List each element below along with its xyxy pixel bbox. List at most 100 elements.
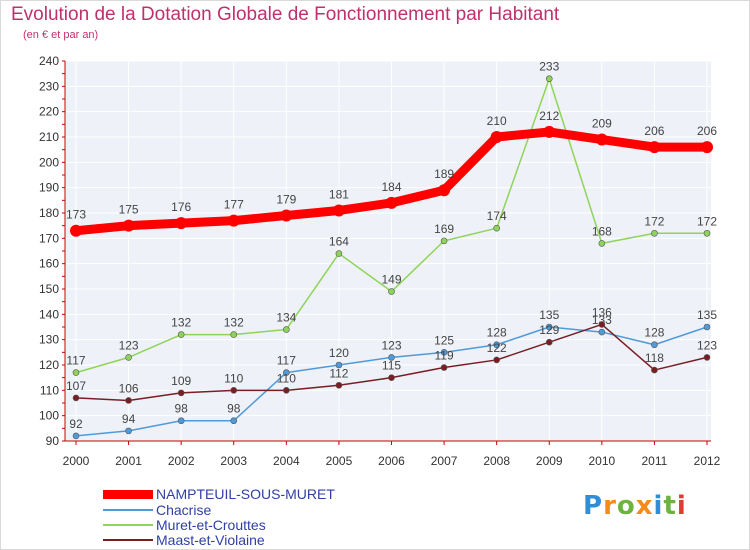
y-tick-label: 190 xyxy=(39,181,59,195)
x-tick-label: 2006 xyxy=(378,454,405,468)
y-tick-label: 160 xyxy=(39,257,59,271)
x-tick-label: 2003 xyxy=(220,454,247,468)
y-tick-label: 200 xyxy=(39,155,59,169)
data-label: 136 xyxy=(592,305,612,319)
x-tick-label: 2005 xyxy=(326,454,353,468)
x-tick-label: 2007 xyxy=(431,454,458,468)
legend-label: NAMPTEUIL-SOUS-MURET xyxy=(156,486,335,502)
legend-label: Chacrise xyxy=(156,502,212,518)
x-tick-label: 2002 xyxy=(168,454,195,468)
data-point xyxy=(651,229,658,237)
data-point xyxy=(545,323,553,331)
data-point xyxy=(177,331,185,338)
data-point xyxy=(385,196,398,209)
y-tick-label: 230 xyxy=(39,79,59,93)
data-point xyxy=(230,387,238,394)
data-point xyxy=(175,217,188,230)
data-label: 112 xyxy=(329,366,348,380)
data-label: 206 xyxy=(644,124,664,138)
data-point xyxy=(440,364,448,371)
data-point xyxy=(122,219,135,232)
logo-letter: o xyxy=(616,491,636,521)
y-tick-label: 120 xyxy=(39,358,59,372)
data-label: 117 xyxy=(277,354,296,368)
data-label: 128 xyxy=(487,326,507,340)
data-label: 177 xyxy=(224,198,244,212)
data-label: 212 xyxy=(539,109,559,123)
data-point xyxy=(125,427,132,435)
chart-subtitle: (en € et par an) xyxy=(23,29,99,41)
data-label: 128 xyxy=(644,326,664,340)
y-tick-label: 140 xyxy=(39,307,59,321)
data-label: 210 xyxy=(487,114,507,128)
data-point xyxy=(125,397,132,404)
data-label: 110 xyxy=(277,371,296,385)
y-tick-label: 170 xyxy=(39,231,59,245)
y-tick-label: 130 xyxy=(39,333,59,347)
data-point xyxy=(545,338,553,346)
data-label: 123 xyxy=(697,338,717,352)
data-label: 133 xyxy=(592,313,612,327)
data-label: 189 xyxy=(434,167,454,181)
data-point xyxy=(493,356,500,364)
data-label: 169 xyxy=(434,222,454,236)
logo-letter: i xyxy=(676,491,687,521)
legend-label: Muret-et-Crouttes xyxy=(156,517,266,533)
data-point xyxy=(283,387,290,394)
data-label: 149 xyxy=(381,273,401,287)
data-point xyxy=(703,354,711,361)
legend-item: Maast-et-Violaine xyxy=(103,532,403,548)
data-point xyxy=(440,237,448,245)
data-label: 206 xyxy=(697,124,717,138)
data-label: 118 xyxy=(645,351,664,365)
y-tick-label: 90 xyxy=(46,434,60,448)
data-point xyxy=(177,417,185,425)
logo-letter: r xyxy=(603,491,617,521)
chart-title: Evolution de la Dotation Globale de Fonc… xyxy=(11,4,560,25)
data-point xyxy=(72,394,80,402)
data-point xyxy=(335,250,343,257)
data-label: 172 xyxy=(644,214,664,228)
data-label: 98 xyxy=(227,402,241,416)
legend-swatch xyxy=(103,524,153,526)
data-point xyxy=(332,204,345,217)
data-point xyxy=(335,361,343,369)
data-label: 174 xyxy=(487,209,507,223)
y-tick-label: 220 xyxy=(39,105,59,119)
x-tick-label: 2000 xyxy=(63,454,90,468)
x-tick-label: 2011 xyxy=(642,454,668,468)
data-label: 132 xyxy=(224,316,244,330)
data-label: 122 xyxy=(487,341,507,355)
data-label: 233 xyxy=(539,60,559,74)
y-tick-label: 180 xyxy=(39,206,59,220)
data-point xyxy=(493,341,500,349)
data-point xyxy=(490,131,503,143)
data-label: 106 xyxy=(119,381,139,395)
data-point xyxy=(648,141,661,154)
legend-swatch xyxy=(103,539,153,541)
data-point xyxy=(335,381,343,389)
x-tick-label: 2012 xyxy=(694,454,721,468)
logo-letter: x xyxy=(635,491,654,521)
data-label: 173 xyxy=(66,208,86,222)
x-tick-label: 2008 xyxy=(483,454,510,468)
data-point xyxy=(703,229,711,237)
data-point xyxy=(703,323,711,331)
data-label: 134 xyxy=(276,311,296,325)
data-point xyxy=(598,328,606,336)
data-label: 92 xyxy=(69,417,83,431)
data-label: 209 xyxy=(592,117,612,131)
data-point xyxy=(598,321,606,328)
data-label: 135 xyxy=(539,308,559,322)
legend-label: Maast-et-Violaine xyxy=(156,532,265,548)
data-point xyxy=(230,417,238,425)
data-point xyxy=(651,341,658,349)
y-tick-label: 100 xyxy=(39,409,59,423)
data-label: 115 xyxy=(382,359,401,373)
legend-swatch xyxy=(103,509,153,511)
x-tick-label: 2010 xyxy=(588,454,615,468)
data-label: 175 xyxy=(119,203,139,217)
data-point xyxy=(651,366,658,374)
y-tick-label: 110 xyxy=(40,383,59,397)
